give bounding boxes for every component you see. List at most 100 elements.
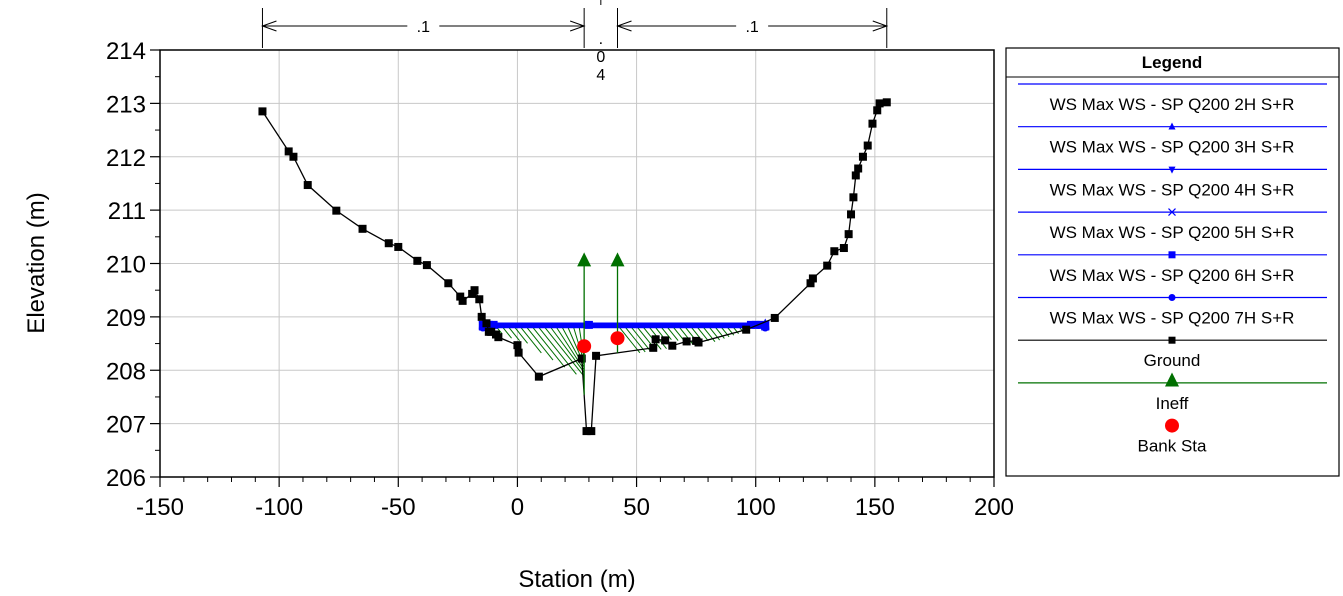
ground-point bbox=[332, 206, 341, 215]
hatch-line bbox=[536, 324, 577, 375]
ground-point bbox=[577, 354, 586, 363]
x-tick-label: 0 bbox=[511, 494, 524, 521]
legend-entry-label: Ground bbox=[1144, 351, 1201, 370]
hatch-line bbox=[629, 324, 651, 352]
ground-point bbox=[830, 247, 839, 256]
ground-point bbox=[854, 164, 863, 173]
ground-point bbox=[258, 107, 267, 116]
hatch-line bbox=[617, 324, 641, 354]
x-tick-label: -50 bbox=[381, 494, 416, 521]
ground-point bbox=[682, 337, 691, 346]
ground-point bbox=[882, 98, 891, 107]
ws-point-marker bbox=[584, 320, 593, 329]
ground-point bbox=[394, 242, 403, 251]
axis-ticks: -150 -100 -50 0 50 100 150 200 206 207 208 209 210 21… bbox=[106, 38, 1014, 521]
legend-box bbox=[1005, 47, 1340, 477]
ground-point bbox=[823, 261, 832, 270]
y-tick-label: 211 bbox=[108, 198, 146, 225]
hatch-line bbox=[548, 324, 585, 373]
ground-point bbox=[863, 141, 872, 150]
y-tick-label: 209 bbox=[106, 305, 146, 332]
legend-swatch-marker-6 bbox=[1168, 294, 1176, 301]
manning-n-annotations: .1 .1.04 bbox=[260, 0, 889, 84]
ground-point bbox=[587, 427, 596, 436]
ground-point bbox=[844, 230, 853, 239]
ground-point bbox=[668, 341, 677, 350]
ineff-marker bbox=[610, 252, 625, 267]
ground-point bbox=[534, 372, 543, 381]
ground-point bbox=[422, 261, 431, 270]
legend-entry-label: Ineff bbox=[1156, 394, 1189, 413]
ground-point bbox=[592, 351, 601, 360]
legend-title: Legend bbox=[1142, 53, 1202, 72]
ground-point bbox=[470, 286, 479, 295]
ground-point bbox=[513, 341, 522, 350]
ground-point bbox=[444, 279, 453, 288]
n-value-channel-char: 0 bbox=[596, 49, 605, 66]
x-tick-label: 150 bbox=[855, 494, 895, 521]
ground-point bbox=[303, 181, 312, 190]
x-tick-label: -100 bbox=[255, 494, 303, 521]
y-tick-label: 207 bbox=[106, 412, 146, 439]
ws-point-marker bbox=[751, 320, 760, 329]
ground-point bbox=[868, 119, 877, 128]
n-value-channel-char: . bbox=[599, 31, 603, 48]
hatch-line bbox=[518, 324, 542, 354]
ground-point bbox=[806, 279, 815, 288]
ground-point bbox=[482, 319, 491, 328]
ground-point bbox=[651, 335, 660, 344]
ground-point bbox=[875, 99, 884, 108]
hatch-line bbox=[530, 324, 566, 368]
legend-entry-label: WS Max WS - SP Q200 7H S+R bbox=[1050, 309, 1295, 328]
ground-point bbox=[487, 327, 496, 336]
n-arrowhead bbox=[569, 20, 586, 32]
ground-point bbox=[413, 256, 422, 265]
y-tick-label: 208 bbox=[106, 358, 146, 385]
x-tick-label: -150 bbox=[136, 494, 184, 521]
x-tick-label: 50 bbox=[623, 494, 650, 521]
ground-point bbox=[847, 210, 856, 219]
legend-swatch-marker-ineff bbox=[1165, 372, 1179, 387]
ground-point bbox=[475, 295, 484, 304]
ground-point bbox=[582, 427, 591, 436]
ground-point bbox=[849, 193, 858, 202]
ineffective-hatch bbox=[488, 324, 757, 376]
n-arrowhead bbox=[872, 20, 889, 32]
n-value-left: .1 bbox=[417, 19, 430, 36]
legend-entry-label: WS Max WS - SP Q200 5H S+R bbox=[1050, 223, 1295, 242]
legend-swatch-marker-bank bbox=[1165, 418, 1179, 433]
n-value-right: .1 bbox=[745, 19, 758, 36]
legend-swatch-marker-7 bbox=[1168, 336, 1176, 344]
y-tick-label: 212 bbox=[106, 145, 146, 172]
ground-point bbox=[514, 348, 523, 357]
y-axis-title: Elevation (m) bbox=[23, 192, 50, 333]
bank-station-marker bbox=[610, 331, 625, 346]
ineff-marker bbox=[577, 252, 592, 267]
ground-point bbox=[458, 296, 467, 305]
ground-point bbox=[358, 224, 367, 233]
grid-lines bbox=[160, 50, 994, 477]
legend-entry-label: WS Max WS - SP Q200 6H S+R bbox=[1050, 266, 1295, 285]
ground-point bbox=[694, 338, 703, 347]
x-axis-title: Station (m) bbox=[518, 566, 635, 593]
legend-entry-label: Bank Sta bbox=[1138, 437, 1208, 456]
legend-entry-label: WS Max WS - SP Q200 3H S+R bbox=[1050, 138, 1295, 157]
ws-point-marker bbox=[746, 320, 755, 329]
legend-swatch-marker-5 bbox=[1168, 251, 1176, 259]
ground-point bbox=[858, 152, 867, 161]
y-tick-label: 213 bbox=[106, 91, 146, 118]
ground-point bbox=[770, 313, 779, 322]
x-tick-label: 100 bbox=[736, 494, 776, 521]
legend-swatch-marker-3 bbox=[1168, 166, 1176, 174]
ground-point bbox=[384, 239, 393, 248]
series-layer bbox=[258, 98, 891, 436]
hatch-line bbox=[623, 324, 646, 353]
ground-point bbox=[649, 343, 658, 352]
ws-point-marker bbox=[489, 320, 498, 329]
ground-point bbox=[851, 171, 860, 180]
ground-point bbox=[839, 244, 848, 253]
legend-swatch-marker-4 bbox=[1168, 208, 1176, 217]
ground-point bbox=[284, 147, 293, 156]
y-tick-label: 210 bbox=[106, 252, 146, 279]
